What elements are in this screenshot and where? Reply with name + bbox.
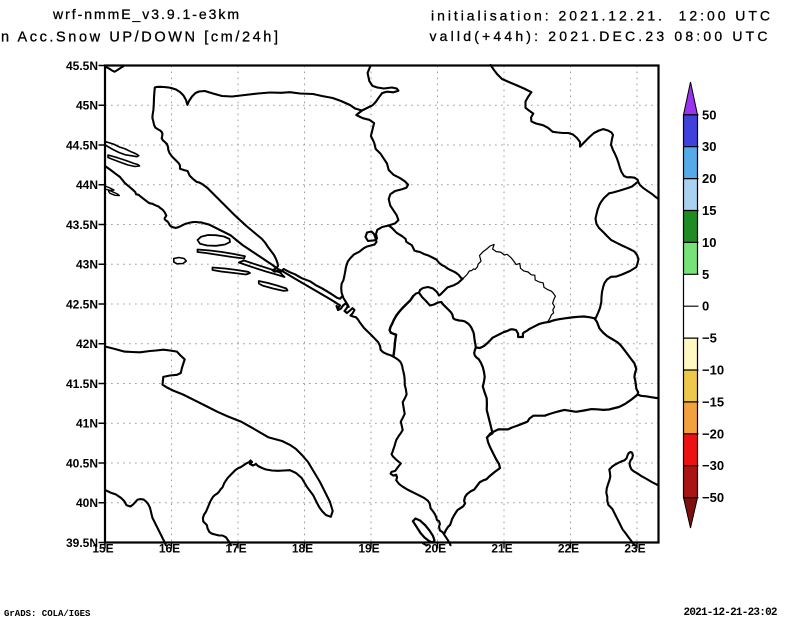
svg-text:23E: 23E [624,542,645,556]
svg-text:21E: 21E [491,542,512,556]
svg-text:17E: 17E [225,542,246,556]
svg-text:45.5N: 45.5N [66,59,98,73]
svg-text:30: 30 [702,139,716,154]
svg-text:40.5N: 40.5N [66,456,98,470]
svg-text:42.5N: 42.5N [66,297,98,311]
svg-text:19E: 19E [358,542,379,556]
svg-text:43N: 43N [76,258,98,272]
svg-text:16E: 16E [159,542,180,556]
svg-text:−50: −50 [702,490,724,505]
svg-text:44N: 44N [76,178,98,192]
svg-text:22E: 22E [558,542,579,556]
svg-text:−10: −10 [702,363,724,378]
svg-text:39.5N: 39.5N [66,536,98,550]
svg-text:GrADS: COLA/IGES: GrADS: COLA/IGES [4,609,91,618]
svg-text:wrf-nmmE_v3.9.1-e3km: wrf-nmmE_v3.9.1-e3km [52,6,239,22]
svg-text:40N: 40N [76,496,98,510]
svg-text:18E: 18E [292,542,313,556]
svg-text:20E: 20E [425,542,446,556]
svg-text:41N: 41N [76,417,98,431]
svg-text:15: 15 [702,203,716,218]
svg-text:0: 0 [702,299,709,314]
svg-text:41.5N: 41.5N [66,377,98,391]
svg-text:45N: 45N [76,99,98,113]
svg-text:43.5N: 43.5N [66,218,98,232]
svg-text:10: 10 [702,235,716,250]
svg-text:−5: −5 [702,331,717,346]
svg-text:−20: −20 [702,426,724,441]
svg-text:5: 5 [702,267,709,282]
svg-text:−15: −15 [702,394,724,409]
svg-text:−30: −30 [702,458,724,473]
svg-text:15E: 15E [92,542,113,556]
svg-text:2021-12-21-23:02: 2021-12-21-23:02 [684,607,778,618]
svg-text:50: 50 [702,107,716,122]
svg-text:44.5N: 44.5N [66,138,98,152]
svg-text:42N: 42N [76,337,98,351]
svg-text:20: 20 [702,171,716,186]
